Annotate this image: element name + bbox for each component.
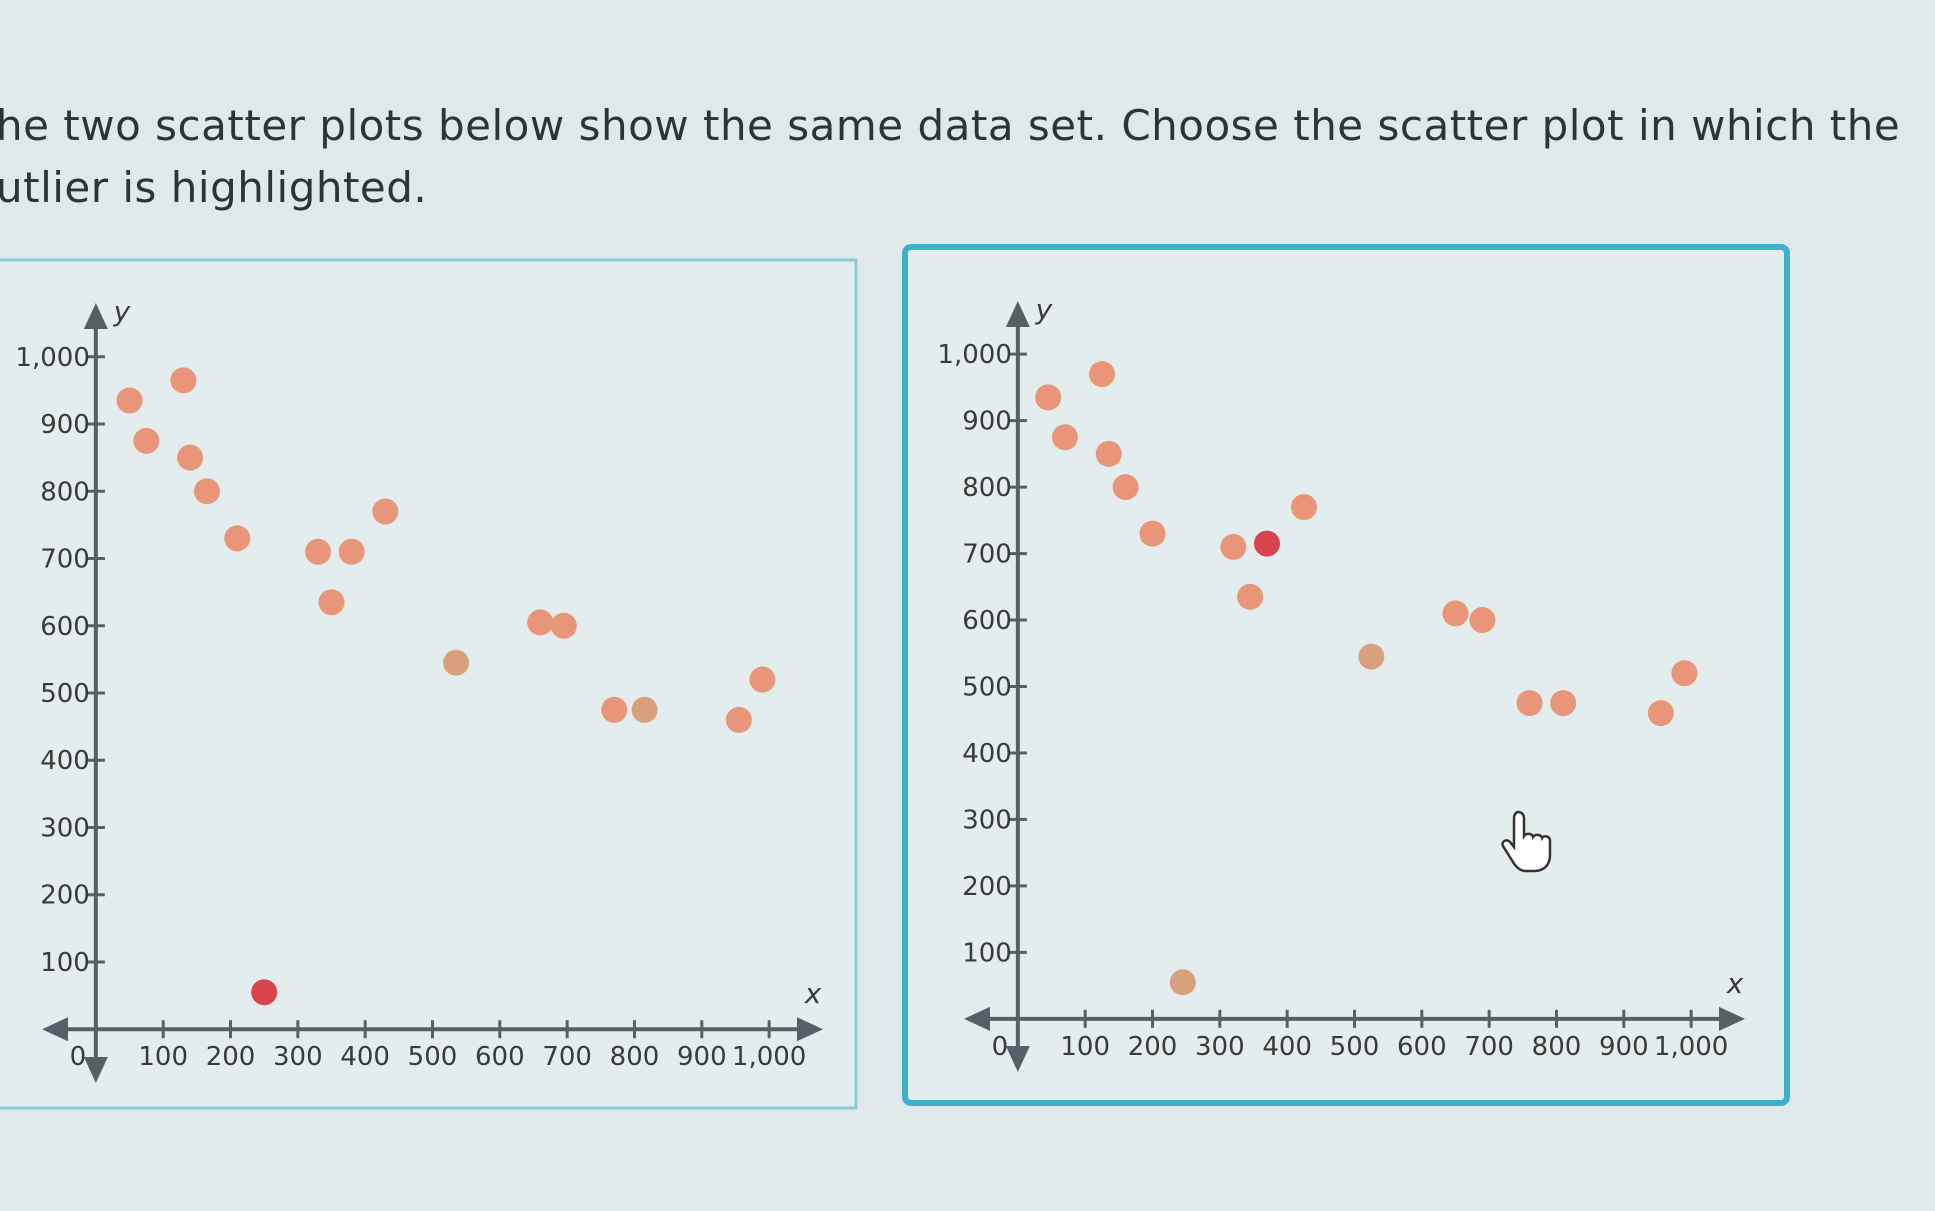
answer-panel[interactable] [0,258,858,1110]
y-tick-label: 600 [40,612,90,642]
x-tick-label: 0 [992,1032,1009,1062]
data-point [338,538,365,565]
data-point [224,525,251,552]
data-point [1237,583,1264,610]
y-tick-label: 1,000 [15,343,89,373]
data-point [1671,660,1698,687]
y-tick-label: 500 [40,679,90,709]
x-tick-label: 500 [1330,1032,1380,1062]
data-point [251,979,278,1006]
data-point [1139,520,1166,547]
x-tick-label: 900 [1599,1032,1649,1062]
x-tick-label: 500 [408,1042,458,1072]
data-point [1358,643,1385,670]
data-point [116,387,143,414]
data-point [1095,440,1122,467]
y-tick-label: 900 [40,410,90,440]
x-tick-label: 1,000 [732,1042,806,1072]
axis-arrow [1005,1046,1030,1072]
data-point [631,696,658,723]
y-tick-label: 600 [962,606,1012,636]
x-tick-label: 900 [677,1042,727,1072]
x-tick-label: 0 [70,1042,87,1072]
data-point [1112,474,1139,501]
x-axis-label: x [1726,967,1744,1000]
y-tick-label: 700 [40,545,90,575]
answer-panel-selected[interactable] [902,244,1790,1106]
y-tick-label: 800 [40,477,90,507]
y-tick-label: 200 [962,872,1012,902]
data-point [1089,361,1116,388]
question-line: utlier is highlighted. [0,163,427,212]
data-point [1647,700,1674,727]
y-tick-label: 700 [962,540,1012,570]
data-point [749,666,776,693]
question-line: he two scatter plots below show the same… [0,101,1900,150]
data-point [170,367,197,394]
x-tick-label: 400 [1262,1032,1312,1062]
y-axis-label: y [1035,293,1053,326]
data-point [1550,690,1577,717]
data-point [1220,533,1247,560]
y-tick-label: 500 [962,673,1012,703]
x-tick-label: 600 [475,1042,525,1072]
x-tick-label: 100 [138,1042,188,1072]
data-point [1469,607,1496,634]
y-tick-label: 300 [40,813,90,843]
data-point [1051,424,1078,451]
axis-arrow [1005,301,1030,327]
data-point [527,609,554,636]
x-tick-label: 1,000 [1654,1032,1728,1062]
x-tick-label: 200 [206,1042,256,1072]
hand-cursor [1501,810,1552,873]
x-axis-label: x [804,977,822,1010]
axis-arrow [1719,1006,1745,1031]
data-point [1253,530,1280,557]
y-tick-label: 100 [962,938,1012,968]
y-tick-label: 100 [40,948,90,978]
data-point [550,612,577,639]
y-tick-label: 1,000 [937,340,1011,370]
y-tick-label: 300 [962,805,1012,835]
y-tick-label: 200 [40,881,90,911]
y-tick-label: 400 [962,739,1012,769]
data-point [725,706,752,733]
x-tick-label: 200 [1128,1032,1178,1062]
axis-arrow [797,1017,823,1042]
data-point [1516,690,1543,717]
axis-arrow [964,1006,990,1031]
data-point [193,478,220,505]
x-tick-label: 400 [340,1042,390,1072]
data-point [1035,384,1062,411]
x-tick-label: 300 [273,1042,323,1072]
data-point [1442,600,1469,627]
y-axis-label: y [113,295,131,328]
axis-arrow [83,303,108,329]
data-point [1169,969,1196,996]
axis-arrow [42,1017,68,1042]
x-tick-label: 800 [610,1042,660,1072]
data-point [133,427,160,454]
x-tick-label: 600 [1397,1032,1447,1062]
data-point [1291,494,1318,521]
data-point [177,444,204,471]
data-point [601,696,628,723]
x-tick-label: 800 [1532,1032,1582,1062]
y-tick-label: 400 [40,746,90,776]
x-tick-label: 700 [542,1042,592,1072]
x-tick-label: 300 [1195,1032,1245,1062]
y-tick-label: 800 [962,473,1012,503]
x-tick-label: 100 [1060,1032,1110,1062]
y-tick-label: 900 [962,407,1012,437]
data-point [372,498,399,525]
x-tick-label: 700 [1464,1032,1514,1062]
axis-arrow [83,1057,108,1083]
data-point [318,589,345,616]
data-point [305,538,332,565]
data-point [443,649,470,676]
